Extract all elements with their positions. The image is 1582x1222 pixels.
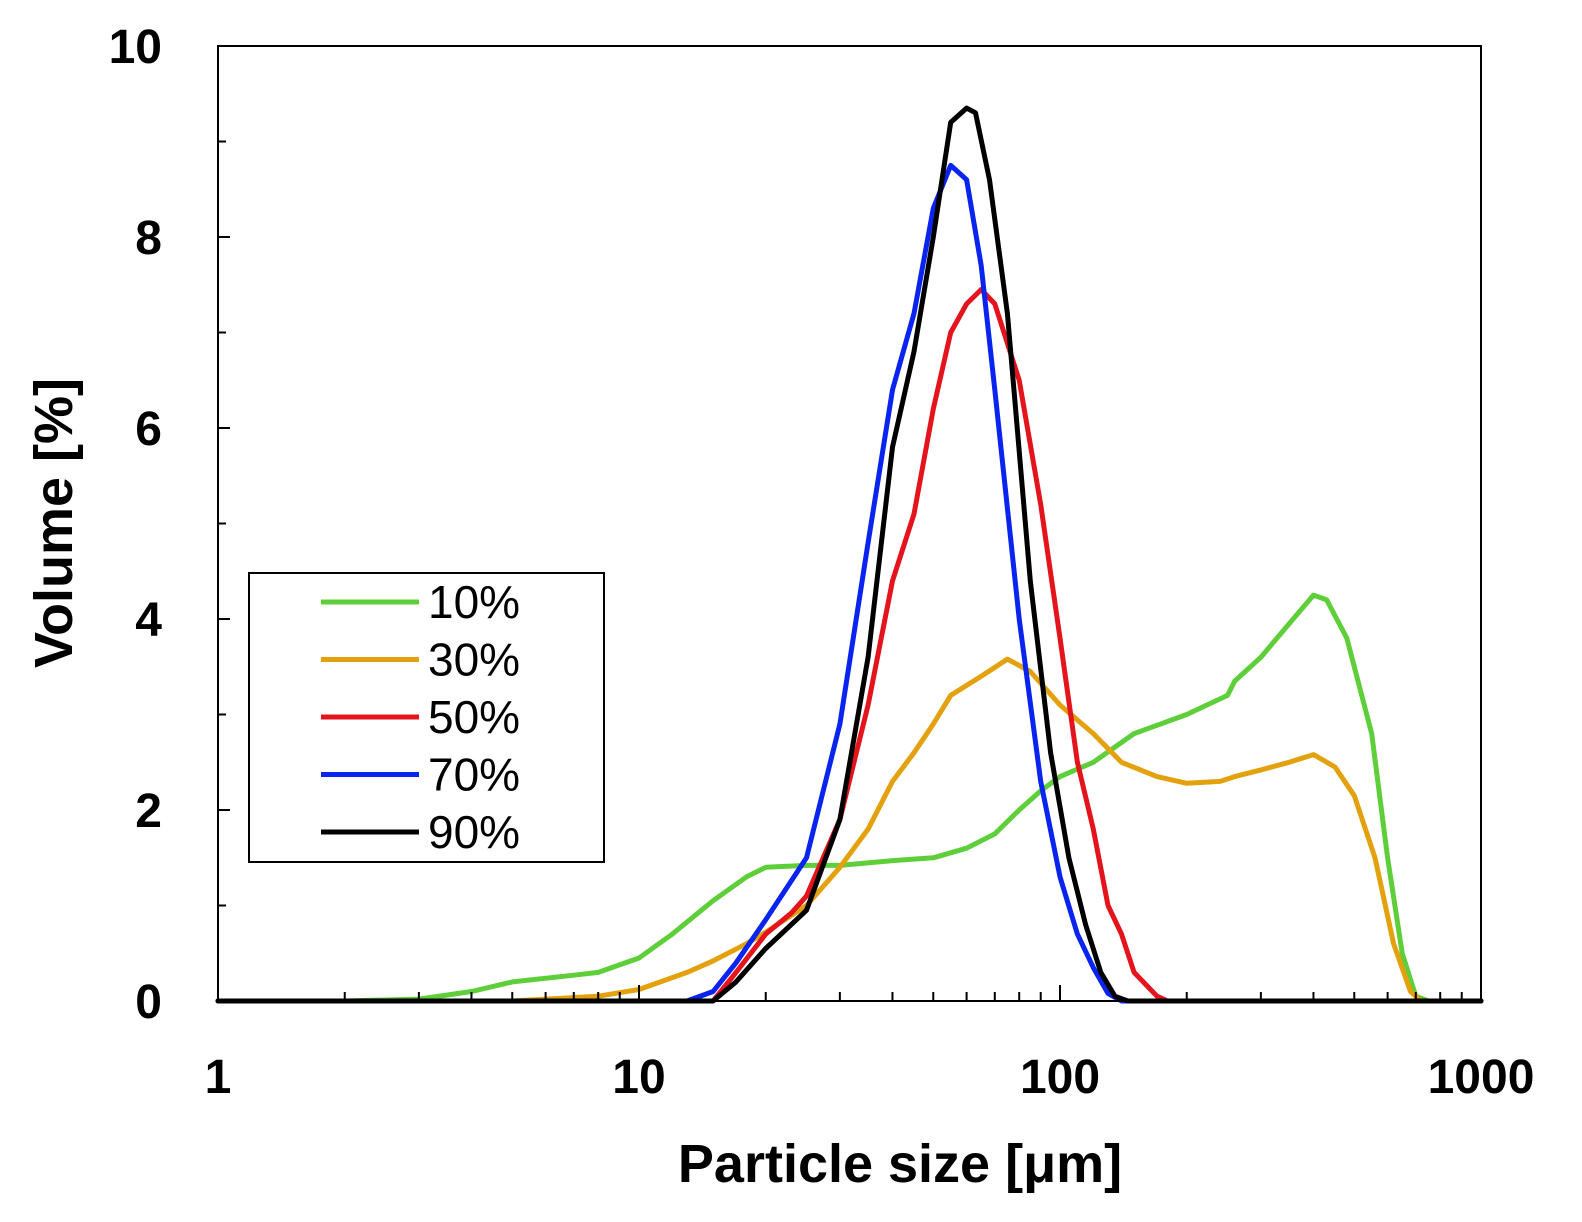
y-tick-label: 6 bbox=[135, 403, 162, 456]
series-line-3 bbox=[215, 162, 1484, 1004]
series-line-1 bbox=[215, 656, 1484, 1004]
series-line-4 bbox=[215, 105, 1484, 1004]
x-tick-label: 10 bbox=[612, 1051, 665, 1104]
y-tick-label: 10 bbox=[109, 21, 162, 74]
x-tick-labels: 1 10 100 1000 bbox=[205, 1051, 1535, 1104]
x-tick-label: 100 bbox=[1020, 1051, 1100, 1104]
y-tick-label: 2 bbox=[135, 785, 162, 838]
legend-label-2: 50% bbox=[428, 691, 520, 743]
series-line-0 bbox=[215, 592, 1484, 1004]
y-tick-label: 0 bbox=[135, 976, 162, 1029]
series-layer bbox=[215, 105, 1484, 1004]
series-line-2 bbox=[215, 287, 1484, 1004]
x-tick-label: 1000 bbox=[1428, 1051, 1535, 1104]
legend: 10% 30%50% 70%90% bbox=[248, 572, 605, 863]
y-tick-labels: 0 2 4 6 8 10 bbox=[109, 21, 163, 1029]
legend-label-3: 70% bbox=[428, 749, 520, 801]
ticks-layer bbox=[217, 45, 1482, 1002]
legend-label-0: 10% bbox=[428, 576, 520, 628]
legend-frame bbox=[248, 572, 605, 863]
y-tick-label: 8 bbox=[135, 212, 162, 265]
legend-label-1: 30% bbox=[428, 634, 520, 686]
x-axis-title: Particle size [μm] bbox=[678, 1134, 1122, 1194]
y-axis-title: Volume [%] bbox=[24, 378, 84, 668]
x-tick-label: 1 bbox=[205, 1051, 232, 1104]
legend-label-4: 90% bbox=[428, 806, 520, 858]
y-tick-label: 4 bbox=[135, 594, 162, 647]
